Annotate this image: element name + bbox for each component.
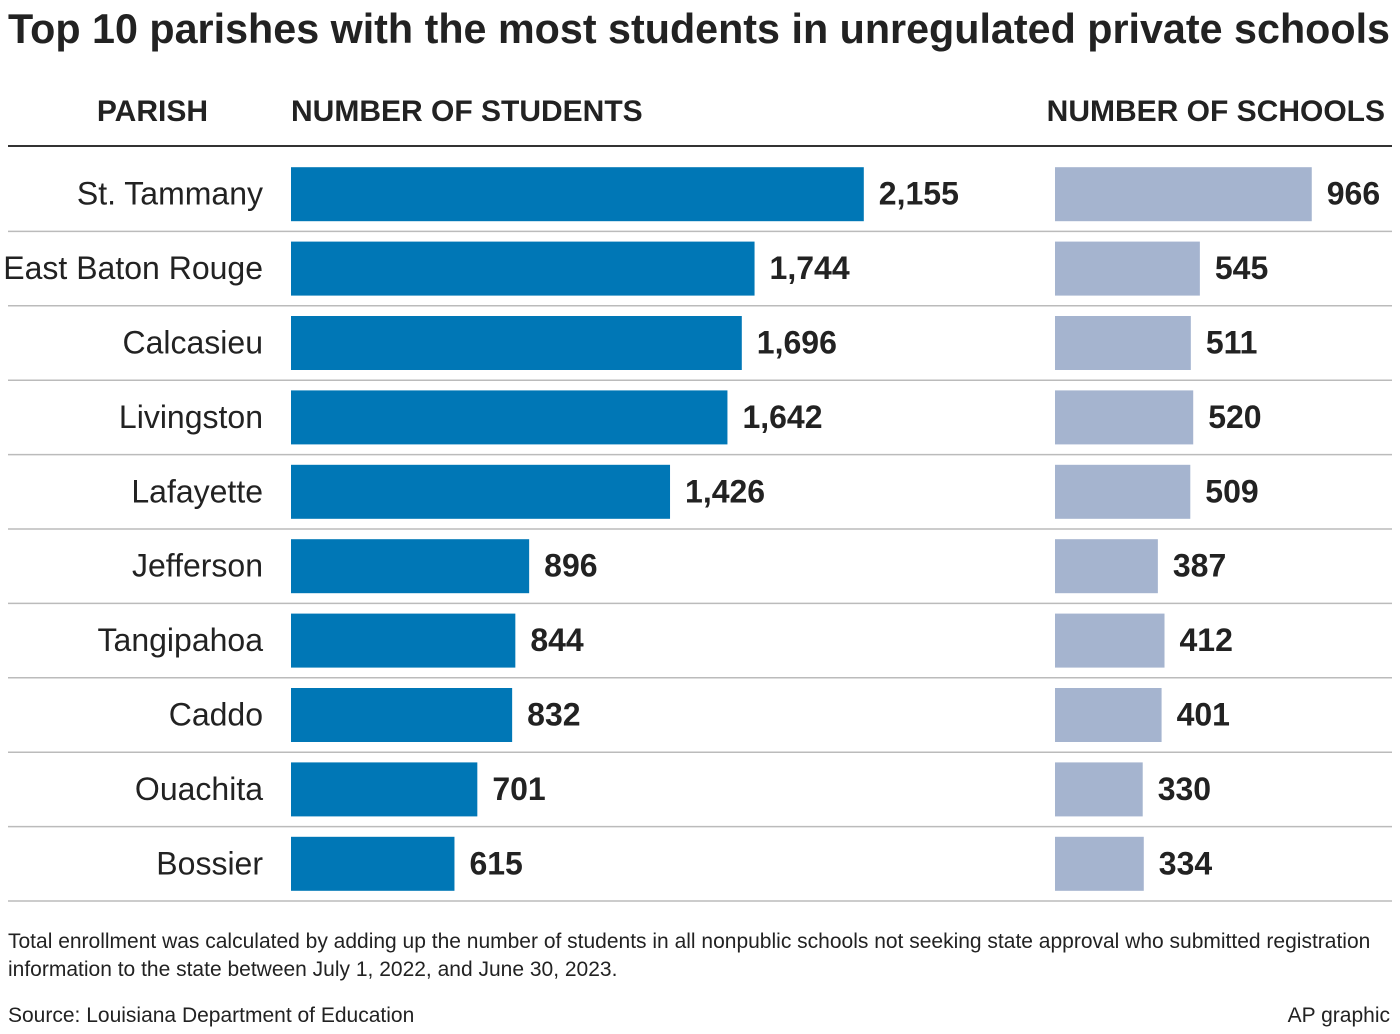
value-label: 511 [1206,324,1258,360]
category-label: Ouachita [135,771,263,807]
value-label: 832 [527,696,580,732]
category-label: Tangipahoa [98,622,264,658]
category-label: Calcasieu [122,324,263,360]
category-label: Bossier [156,845,263,881]
bar [1055,464,1191,519]
bar [291,167,864,222]
bar [1055,390,1194,445]
value-label: 615 [469,845,522,881]
credit: AP graphic [1287,1004,1390,1027]
bar [1055,836,1144,891]
value-label: 330 [1158,771,1211,807]
value-label: 412 [1180,622,1233,658]
series-header: NUMBER OF SCHOOLS [1047,95,1385,128]
bar [291,241,755,296]
value-label: 545 [1215,250,1268,286]
note: Total enrollment was calculated by addin… [8,930,1371,981]
value-label: 509 [1205,473,1258,509]
value-label: 844 [530,622,584,658]
category-label: Livingston [119,399,263,435]
bar [291,539,530,594]
category-label: St. Tammany [77,176,263,212]
value-label: 401 [1177,696,1230,732]
bar [1055,688,1162,742]
bar [1055,316,1191,370]
value-label: 520 [1208,399,1261,435]
value-label: 1,744 [770,250,850,286]
bar [1055,539,1158,594]
value-label: 334 [1159,845,1213,881]
bar [291,613,516,668]
category-label: Caddo [169,696,263,732]
category-header: PARISH [97,95,208,128]
bar [1055,241,1200,296]
bar [291,464,671,519]
bar [1055,762,1143,817]
value-label: 2,155 [879,176,959,212]
series-header: NUMBER OF STUDENTS [291,95,643,128]
bar [1055,167,1312,222]
category-label: Jefferson [132,548,263,584]
bar [291,316,742,370]
value-label: 896 [544,548,597,584]
bar [291,836,455,891]
bar [291,390,728,445]
category-label: Lafayette [131,473,263,509]
source: Source: Louisiana Department of Educatio… [8,1004,415,1027]
category-label: East Baton Rouge [3,250,263,286]
value-label: 1,642 [742,399,822,435]
bar [1055,613,1165,668]
value-label: 387 [1173,548,1226,584]
value-label: 701 [492,771,545,807]
value-label: 1,426 [685,473,765,509]
chart-title: Top 10 parishes with the most students i… [8,5,1390,52]
bar [291,688,513,742]
value-label: 1,696 [757,324,837,360]
bar [291,762,478,817]
value-label: 966 [1327,176,1380,212]
